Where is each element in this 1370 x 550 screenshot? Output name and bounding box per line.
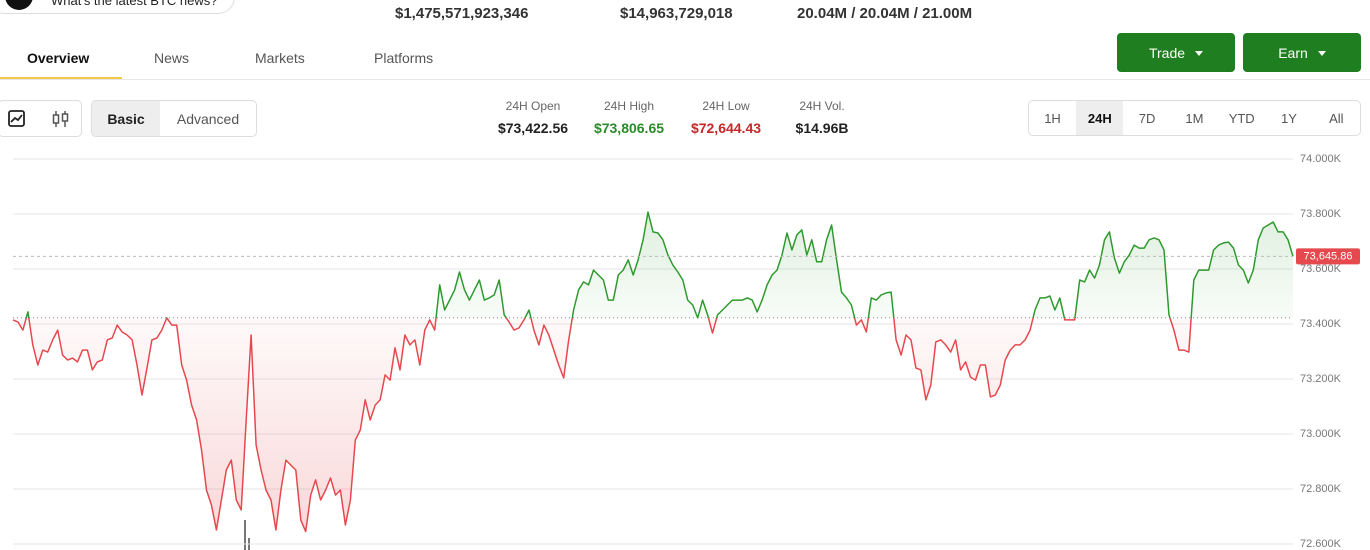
- summary-label: 24H Vol.: [799, 99, 845, 113]
- timeframe-button[interactable]: 1H: [1044, 110, 1061, 126]
- tab-divider: [0, 79, 1370, 80]
- y-tick-label: 73.800K: [1300, 208, 1342, 220]
- volume: $14,963,729,018: [620, 5, 733, 22]
- tab-underline: [0, 77, 122, 79]
- timeframe-button[interactable]: 1Y: [1281, 110, 1297, 126]
- tab[interactable]: Overview: [27, 50, 90, 66]
- market-cap: $1,475,571,923,346: [395, 5, 529, 22]
- trade-button[interactable]: Trade: [1117, 33, 1235, 72]
- y-tick-label: 73.600K: [1300, 263, 1342, 275]
- y-tick-label: 73.400K: [1300, 318, 1342, 330]
- current-price-label: 73,645.86: [1304, 250, 1353, 262]
- chart-type-toggle: [0, 100, 82, 137]
- y-tick-label: 73.000K: [1300, 428, 1342, 440]
- summary-value: $72,644.43: [690, 120, 762, 136]
- timeframe-button[interactable]: 1M: [1185, 110, 1204, 126]
- volume-bar: [244, 520, 246, 550]
- y-tick-label: 72.800K: [1300, 483, 1342, 495]
- candle-chart-icon[interactable]: [51, 109, 71, 129]
- tab[interactable]: Platforms: [374, 50, 434, 66]
- price-line: [12, 211, 1294, 533]
- timeframe-group: [1028, 100, 1361, 136]
- current-price-tag: [1296, 248, 1360, 265]
- summary-value: $14.96B: [795, 120, 849, 136]
- timeframe-button[interactable]: YTD: [1228, 110, 1255, 126]
- summary-label: 24H Open: [505, 99, 561, 113]
- tab[interactable]: News: [154, 50, 190, 66]
- y-tick-label: 74.000K: [1300, 153, 1342, 165]
- summary-value: $73,422.56: [497, 120, 569, 136]
- timeframe-button[interactable]: 7D: [1138, 110, 1156, 126]
- earn-button[interactable]: Earn: [1243, 33, 1361, 72]
- timeframe-button[interactable]: 24H: [1076, 101, 1124, 135]
- summary-item: 24H Vol. $14.96B: [767, 99, 877, 136]
- tab[interactable]: Markets: [255, 50, 305, 66]
- area: [13, 212, 1293, 532]
- y-tick-label: 72.600K: [1300, 538, 1342, 550]
- summary-item: 24H High $73,806.65: [574, 99, 684, 136]
- basic-option[interactable]: Basic: [92, 101, 160, 136]
- view-toggle: Basic Advanced: [91, 100, 257, 137]
- news-prompt: What's the latest BTC news?: [51, 0, 218, 8]
- news-pill[interactable]: What's the latest BTC news?: [0, 0, 235, 14]
- summary-label: 24H Low: [702, 99, 750, 113]
- supply: 20.04M / 20.04M / 21.00M: [797, 5, 973, 22]
- summary-label: 24H High: [603, 99, 655, 113]
- news-icon: [5, 0, 33, 10]
- summary-item: 24H Open $73,422.56: [478, 99, 588, 136]
- line-chart-icon[interactable]: [7, 109, 27, 129]
- summary-value: $73,806.65: [593, 120, 665, 136]
- summary-item: 24H Low $72,644.43: [671, 99, 781, 136]
- y-tick-label: 73.200K: [1300, 373, 1342, 385]
- advanced-option[interactable]: Advanced: [176, 110, 240, 127]
- timeframe-button[interactable]: All: [1329, 110, 1344, 126]
